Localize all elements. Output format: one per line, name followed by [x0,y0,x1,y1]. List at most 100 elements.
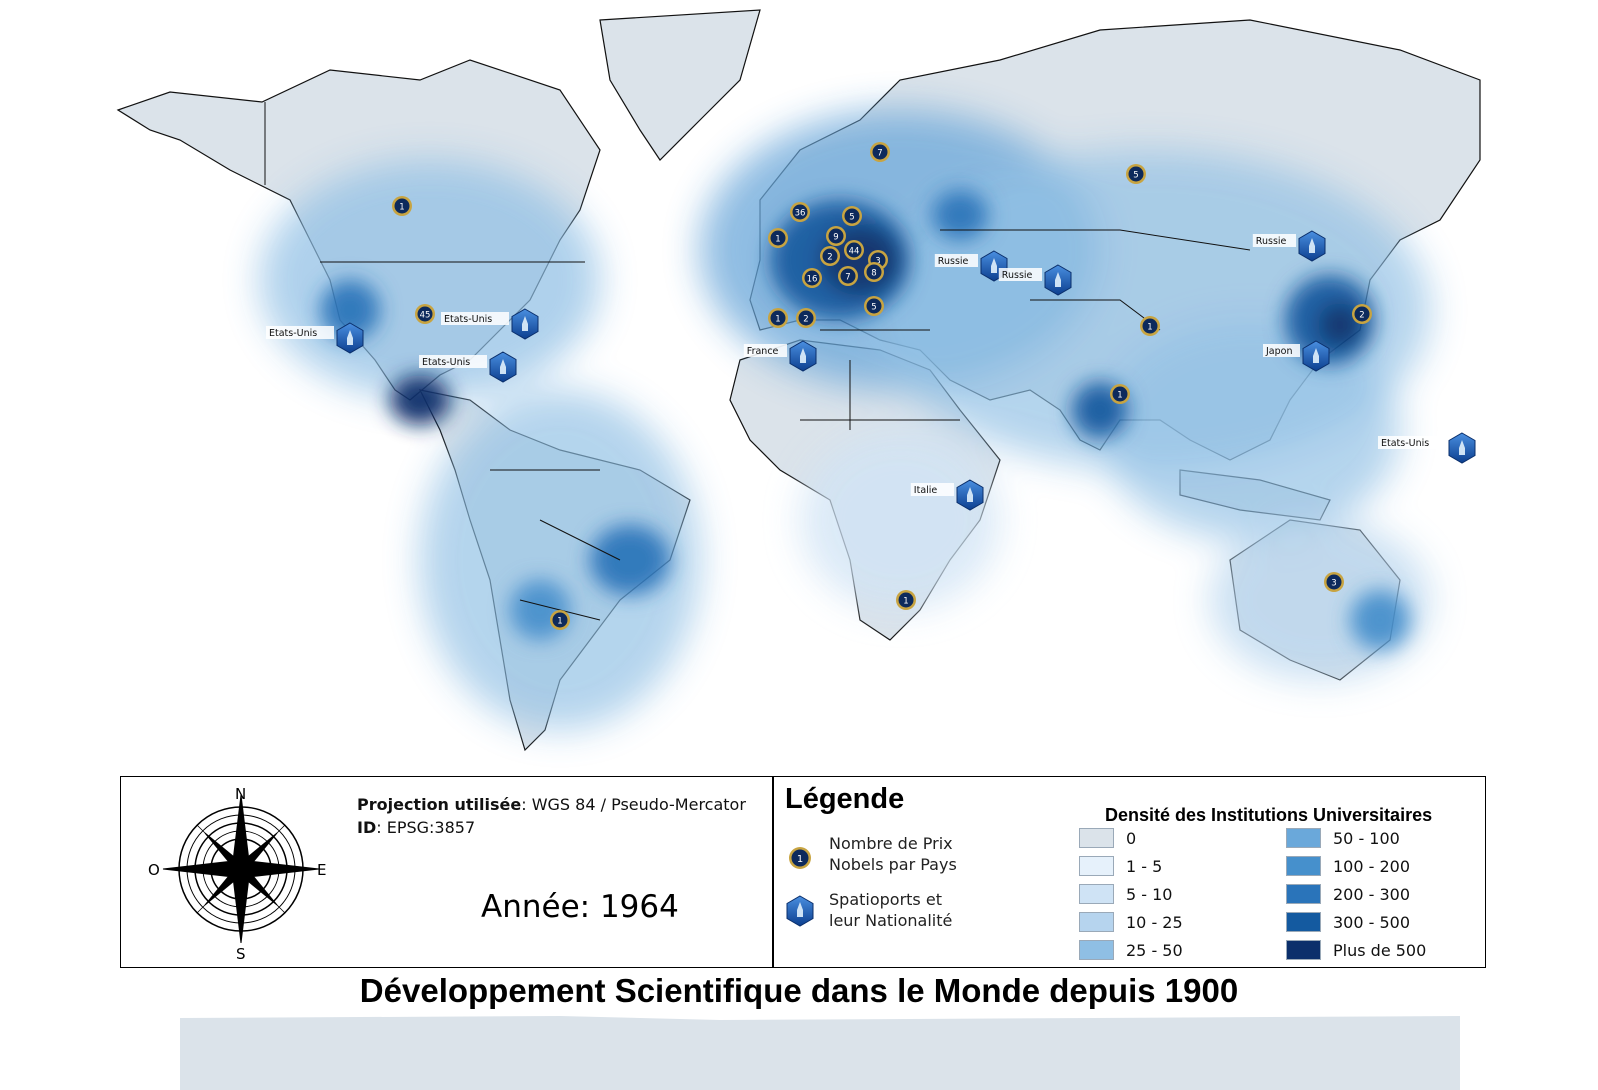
projection-label: Projection utilisée [357,795,522,814]
nobel-marker: 2 [1352,304,1372,324]
density-class-0: 0 [1079,827,1136,849]
nobel-marker-disc [770,230,786,246]
density-swatch [1079,940,1114,960]
nobel-marker: 1 [896,590,916,610]
bottom-land-strip [180,1016,1460,1090]
nobel-marker-disc [822,248,838,264]
nobel-marker-disc [792,204,808,220]
nobel-marker: 5 [864,296,884,316]
spaceport-nation-label: Japon [1265,346,1293,357]
nobel-marker: 1 [550,610,570,630]
nobel-marker: 5 [842,206,862,226]
spaceport-marker: Russie [998,264,1072,296]
nobel-marker-count: 5 [871,303,876,313]
density-swatch [1286,884,1321,904]
density-swatch [1079,884,1114,904]
nobel-marker-disc [552,612,568,628]
nobel-marker-count: 5 [1133,171,1138,181]
density-swatch-label: 300 - 500 [1333,912,1411,932]
compass-rose: N S E O [148,785,326,963]
nobel-marker-count: 7 [877,149,882,159]
rocket-icon [1055,272,1061,287]
country-borders [264,102,1251,621]
nobel-marker-count: 16 [807,275,818,285]
nobel-marker-count: 2 [827,253,832,263]
density-swatch [1079,856,1114,876]
density-class-2: 5 - 10 [1079,883,1172,905]
density-class-8: 300 - 500 [1286,911,1410,933]
spaceport-marker: Japon [1263,340,1330,372]
density-class-7: 200 - 300 [1286,883,1410,905]
nobel-marker: 1 [1140,316,1160,336]
spaceport-nation-label: Russie [1256,236,1287,247]
nobel-marker: 16 [802,268,822,288]
spaceport-nation-label: Russie [1002,270,1033,281]
density-class-9: Plus de 500 [1286,939,1426,961]
nobel-marker-disc [866,298,882,314]
nobel-marker: 5 [1126,164,1146,184]
rocket-icon [1459,440,1465,455]
nobel-marker-count: 1 [399,203,404,213]
nobel-legend-line1: Nombre de Prix [829,834,953,853]
density-swatch-label: 200 - 300 [1333,884,1411,904]
rocket-icon [967,487,973,502]
nobel-marker: 9 [826,226,846,246]
spaceport-nation-label: France [747,346,779,357]
compass-south: S [236,945,246,963]
spaceport-legend-line2: leur Nationalité [829,911,953,930]
spaceport-label-bg [934,254,978,267]
nobel-marker-disc [866,264,882,280]
nobel-marker: 1 [768,308,788,328]
projection-info: Projection utilisée: WGS 84 / Pseudo-Mer… [357,795,746,814]
spaceport-marker: Etats-Unis [1378,432,1476,464]
spaceport-nation-label: Etats-Unis [1381,438,1429,449]
rocket-icon [1313,348,1319,363]
projection-value: : WGS 84 / Pseudo-Mercator [521,795,746,814]
nobel-legend-line2: Nobels par Pays [829,855,957,874]
nobel-marker-count: 8 [871,269,876,279]
nobel-marker: 3 [1324,572,1344,592]
nobel-marker-disc [1128,166,1144,182]
nobel-marker-disc [840,268,856,284]
nobel-marker: 2 [796,308,816,328]
nobel-marker-count: 1 [557,617,562,627]
density-swatch [1286,912,1321,932]
density-swatch [1286,828,1321,848]
spaceport-label-bg [998,268,1042,281]
density-class-3: 10 - 25 [1079,911,1183,933]
density-swatch [1079,912,1114,932]
nobel-marker: 7 [838,266,858,286]
spaceport-marker: Etats-Unis [419,351,517,383]
compass-west: O [148,861,160,879]
nobel-marker-count: 2 [803,315,808,325]
nobel-marker-count: 1 [903,597,908,607]
nobel-marker-disc [872,144,888,160]
spaceport-label-bg [1263,344,1300,357]
nobel-marker-count: 5 [849,213,854,223]
spaceport-marker: Etats-Unis [266,322,364,354]
nobel-legend-icon: 1 [789,847,811,869]
spaceport-legend-icon [786,895,814,927]
nobel-marker-count: 1 [775,235,780,245]
spaceport-nation-label: Etats-Unis [422,357,470,368]
year-label: Année: 1964 [481,889,679,925]
nobel-marker-count: 9 [833,233,838,243]
density-class-1: 1 - 5 [1079,855,1162,877]
nobel-marker: 8 [864,262,884,282]
nobel-marker-count: 45 [420,311,431,321]
rocket-icon [522,316,528,331]
density-swatch-label: 5 - 10 [1126,884,1173,904]
nobel-marker-disc [770,310,786,326]
nobel-marker: 1 [768,228,788,248]
density-swatch-label: Plus de 500 [1333,940,1427,960]
spaceport-legend-line1: Spatioports et [829,890,942,909]
rocket-icon [347,330,353,345]
density-swatch-label: 10 - 25 [1126,912,1183,932]
nobel-marker: 1 [1110,384,1130,404]
density-swatch-label: 0 [1126,828,1137,848]
density-class-6: 100 - 200 [1286,855,1410,877]
nobel-marker-count: 44 [849,247,860,257]
nobel-legend-label: Nombre de Prix Nobels par Pays [829,833,957,875]
nobel-marker-count: 1 [775,315,780,325]
